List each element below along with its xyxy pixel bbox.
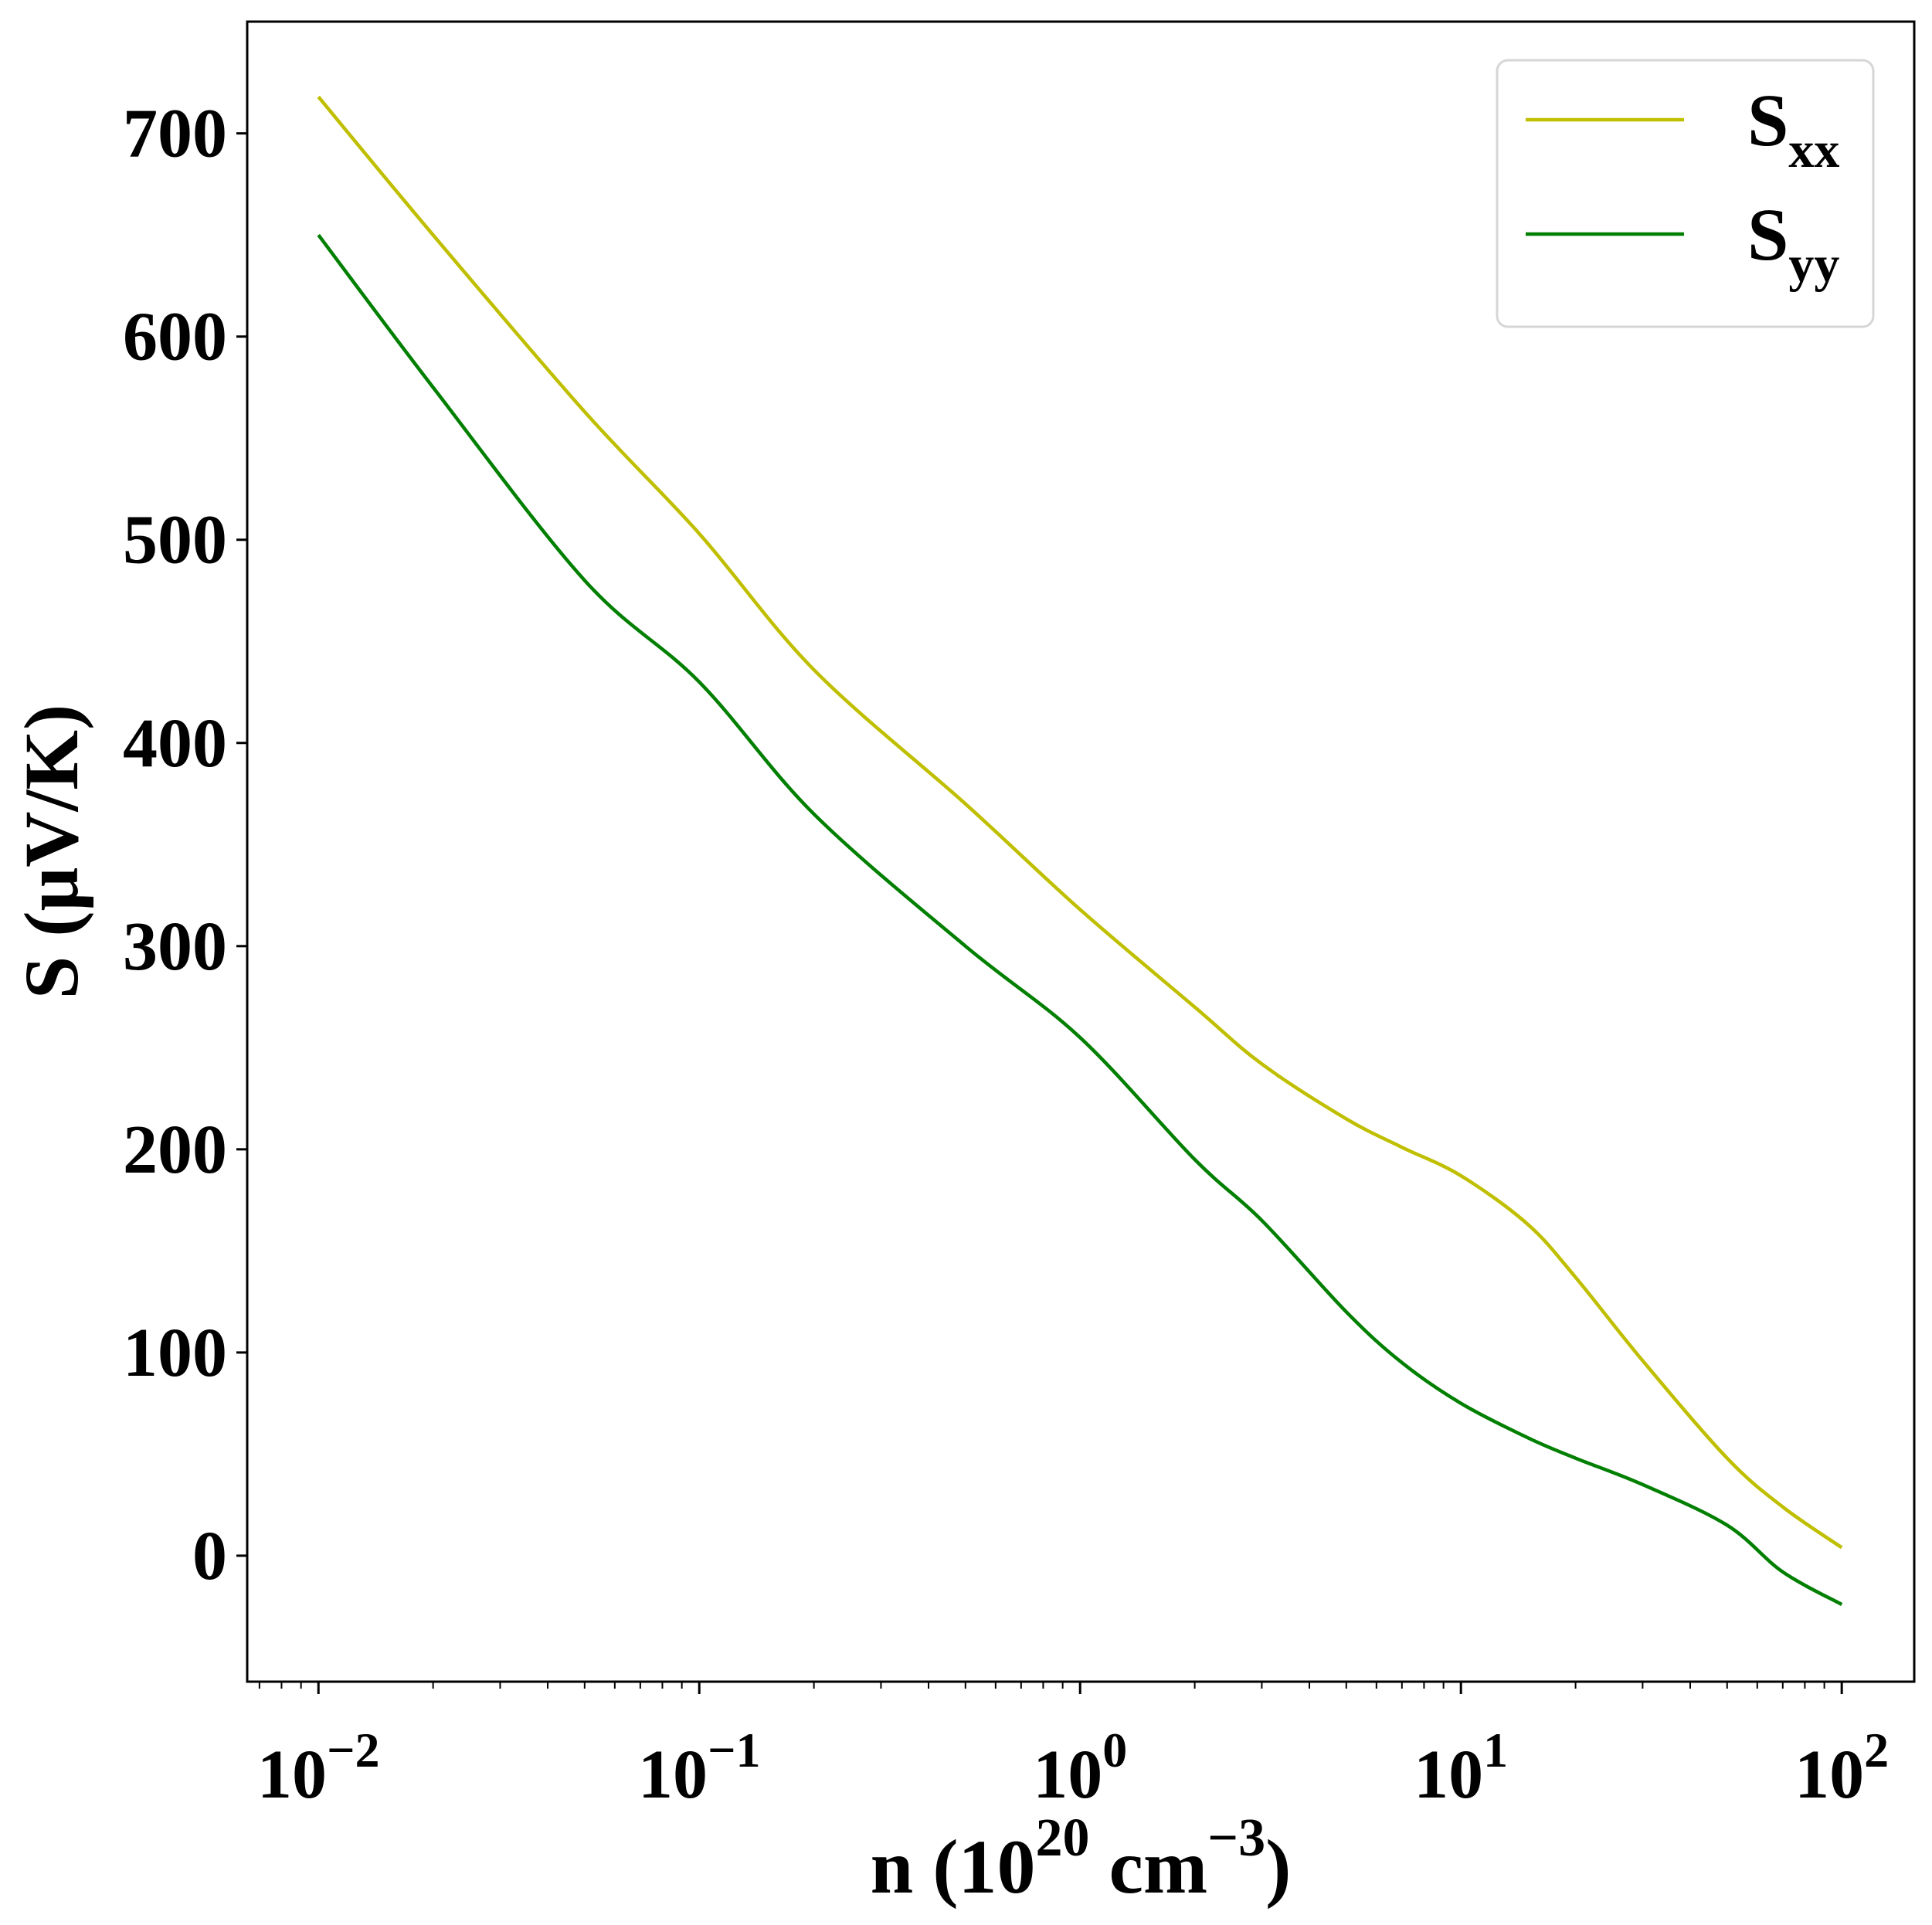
legend-label-syy: Syy bbox=[1747, 193, 1839, 293]
x-axis-label: n (1020 cm−3) bbox=[871, 1808, 1292, 1910]
y-tick-label: 600 bbox=[123, 299, 227, 375]
x-tick-label: 100 bbox=[1033, 1723, 1127, 1813]
legend: Sxx Syy bbox=[1496, 59, 1875, 328]
y-tick-label: 500 bbox=[123, 502, 227, 579]
series-line-sxx bbox=[317, 95, 1843, 1550]
x-tick-label: 10−2 bbox=[257, 1723, 379, 1813]
legend-label-sxx: Sxx bbox=[1747, 79, 1839, 178]
y-tick-label: 0 bbox=[192, 1518, 227, 1594]
axis-labels: n (1020 cm−3) S (μV/K) bbox=[8, 704, 1291, 1910]
y-tick-label: 400 bbox=[123, 705, 227, 782]
series-layer bbox=[317, 95, 1843, 1607]
y-tick-label: 700 bbox=[123, 96, 227, 172]
y-tick-label: 100 bbox=[123, 1315, 227, 1391]
y-tick-label: 200 bbox=[123, 1112, 227, 1188]
series-line-syy bbox=[317, 233, 1843, 1607]
x-tick-label: 101 bbox=[1414, 1723, 1508, 1813]
x-tick-label: 10−1 bbox=[638, 1723, 760, 1813]
y-tick-label: 300 bbox=[123, 908, 227, 985]
legend-box bbox=[1496, 59, 1875, 328]
y-axis-label: S (μV/K) bbox=[8, 704, 94, 1000]
x-tick-label: 102 bbox=[1794, 1723, 1889, 1813]
axes-layer: 0 100 200 300 400 500 600 700 10−2 10−1 100 101 102 bbox=[123, 20, 1916, 1813]
